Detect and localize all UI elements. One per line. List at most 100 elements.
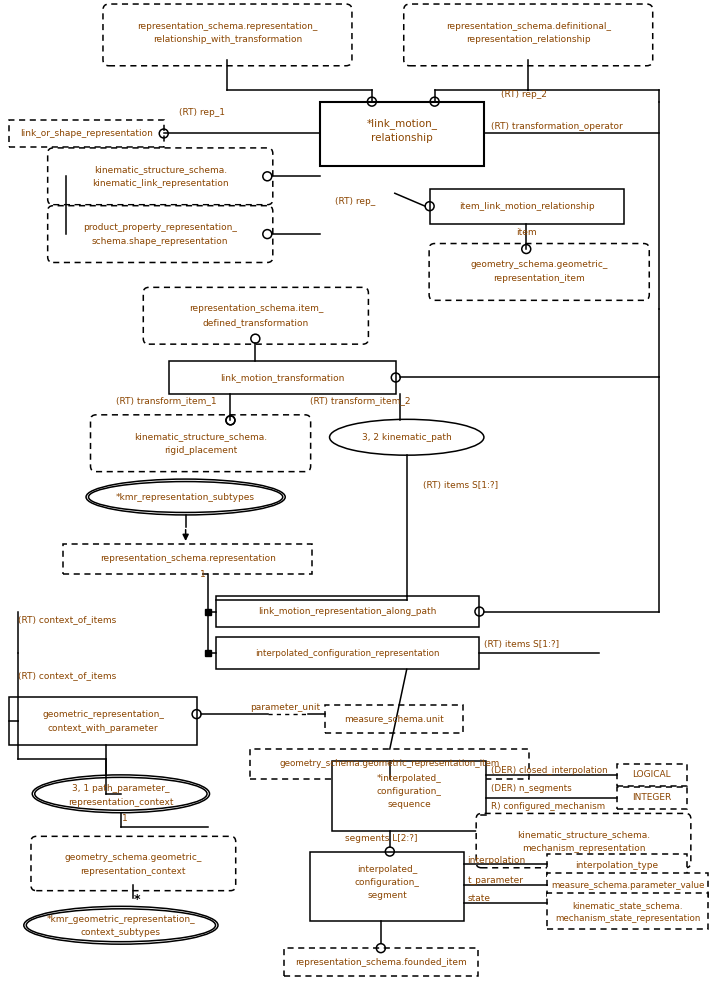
Text: t_parameter: t_parameter — [468, 876, 523, 885]
Bar — [325, 706, 462, 734]
Bar — [168, 360, 396, 394]
Text: R) configured_mechanism: R) configured_mechanism — [492, 802, 605, 811]
Ellipse shape — [35, 777, 207, 810]
Text: 3, 1 path_parameter_: 3, 1 path_parameter_ — [72, 784, 170, 793]
FancyBboxPatch shape — [476, 813, 691, 868]
Bar — [547, 893, 709, 929]
Bar — [430, 190, 624, 225]
Text: segments L[2:?]: segments L[2:?] — [345, 834, 417, 843]
Ellipse shape — [32, 774, 210, 812]
Text: representation_schema.item_: representation_schema.item_ — [189, 304, 323, 313]
Bar — [617, 763, 687, 785]
Text: measure_schema.parameter_value: measure_schema.parameter_value — [551, 881, 704, 890]
Ellipse shape — [26, 909, 216, 942]
Bar — [250, 748, 529, 778]
FancyBboxPatch shape — [429, 244, 649, 300]
Text: geometry_schema.geometric_representation_item: geometry_schema.geometric_representation… — [280, 759, 500, 768]
Text: context_with_parameter: context_with_parameter — [48, 724, 158, 733]
Ellipse shape — [330, 419, 484, 455]
Text: *interpolated_: *interpolated_ — [377, 774, 441, 783]
Text: representation_schema.representation: representation_schema.representation — [99, 554, 276, 563]
Text: (RT) items S[1:?]: (RT) items S[1:?] — [484, 640, 560, 649]
Text: (RT) rep_2: (RT) rep_2 — [502, 90, 547, 99]
Bar — [216, 596, 479, 628]
Text: (DER) n_segments: (DER) n_segments — [492, 784, 572, 793]
Ellipse shape — [89, 482, 282, 512]
Text: geometry_schema.geometric_: geometry_schema.geometric_ — [65, 853, 202, 862]
Text: item_link_motion_relationship: item_link_motion_relationship — [459, 202, 595, 211]
Text: (RT) context_of_items: (RT) context_of_items — [18, 671, 117, 680]
Text: measure_schema.unit: measure_schema.unit — [344, 715, 444, 724]
Text: 1: 1 — [122, 814, 128, 823]
Ellipse shape — [24, 906, 218, 944]
Text: *kmr_geometric_representation_: *kmr_geometric_representation_ — [46, 915, 195, 924]
Text: state: state — [468, 894, 491, 903]
FancyBboxPatch shape — [103, 4, 352, 66]
Text: schema.shape_representation: schema.shape_representation — [92, 237, 229, 246]
Text: geometry_schema.geometric_: geometry_schema.geometric_ — [470, 260, 608, 269]
Text: relationship: relationship — [372, 134, 433, 144]
Text: geometric_representation_: geometric_representation_ — [42, 710, 164, 719]
Text: LOGICAL: LOGICAL — [632, 770, 671, 779]
Bar — [320, 102, 484, 167]
Text: representation_schema.founded_item: representation_schema.founded_item — [295, 958, 468, 967]
FancyBboxPatch shape — [143, 287, 368, 344]
Bar — [332, 760, 486, 830]
Text: link_motion_representation_along_path: link_motion_representation_along_path — [258, 607, 436, 616]
Text: kinematic_structure_schema.: kinematic_structure_schema. — [517, 830, 650, 839]
Text: rigid_placement: rigid_placement — [164, 446, 237, 455]
Bar — [617, 786, 687, 808]
Text: 1: 1 — [200, 570, 205, 579]
Bar — [9, 120, 164, 148]
Text: (RT) context_of_items: (RT) context_of_items — [18, 615, 117, 624]
Text: kinematic_structure_schema.: kinematic_structure_schema. — [94, 165, 227, 174]
Text: product_property_representation_: product_property_representation_ — [83, 223, 237, 232]
Text: representation_context: representation_context — [81, 867, 186, 876]
Bar — [205, 651, 211, 657]
Text: interpolation_type: interpolation_type — [575, 861, 658, 870]
Text: 3, 2 kinematic_path: 3, 2 kinematic_path — [362, 433, 452, 442]
Text: interpolated_: interpolated_ — [357, 865, 417, 874]
Text: *link_motion_: *link_motion_ — [367, 118, 438, 129]
Bar — [285, 948, 478, 976]
Text: item: item — [516, 228, 537, 237]
Text: (RT) transform_item_2: (RT) transform_item_2 — [310, 396, 411, 405]
Text: INTEGER: INTEGER — [632, 793, 672, 802]
Text: *: * — [134, 893, 140, 906]
Bar — [205, 609, 211, 615]
Text: kinematic_structure_schema.: kinematic_structure_schema. — [134, 432, 267, 441]
Text: (RT) rep_: (RT) rep_ — [335, 197, 375, 206]
FancyBboxPatch shape — [48, 206, 273, 262]
FancyBboxPatch shape — [31, 836, 236, 890]
Text: mechanism_state_representation: mechanism_state_representation — [555, 914, 701, 923]
Text: representation_context: representation_context — [68, 798, 174, 807]
Text: kinematic_state_schema.: kinematic_state_schema. — [573, 901, 683, 910]
Text: relationship_with_transformation: relationship_with_transformation — [153, 35, 302, 44]
Bar — [63, 544, 312, 574]
Text: *kmr_representation_subtypes: *kmr_representation_subtypes — [116, 492, 255, 502]
Ellipse shape — [86, 479, 285, 515]
Text: mechanism_representation: mechanism_representation — [522, 844, 645, 853]
Text: parameter_unit: parameter_unit — [250, 703, 320, 712]
Text: configuration_: configuration_ — [355, 878, 420, 887]
Text: kinematic_link_representation: kinematic_link_representation — [92, 179, 229, 188]
FancyBboxPatch shape — [48, 148, 273, 205]
FancyBboxPatch shape — [91, 415, 311, 472]
Bar — [310, 851, 465, 921]
Text: link_motion_transformation: link_motion_transformation — [220, 373, 344, 382]
Text: (DER) closed_interpolation: (DER) closed_interpolation — [492, 766, 608, 775]
Text: link_or_shape_representation: link_or_shape_representation — [20, 129, 153, 138]
Text: defined_transformation: defined_transformation — [203, 318, 309, 327]
Bar — [547, 873, 709, 897]
Bar — [547, 853, 687, 877]
Text: configuration_: configuration_ — [377, 787, 441, 796]
Text: interpolation: interpolation — [468, 856, 526, 865]
Text: interpolated_configuration_representation: interpolated_configuration_representatio… — [256, 649, 440, 658]
Text: sequence: sequence — [388, 800, 431, 809]
Bar — [216, 638, 479, 670]
Text: representation_relationship: representation_relationship — [466, 35, 590, 44]
Text: (RT) transform_item_1: (RT) transform_item_1 — [116, 396, 216, 405]
Text: (RT) rep_1: (RT) rep_1 — [179, 108, 224, 117]
Text: representation_item: representation_item — [493, 274, 585, 283]
Bar — [9, 698, 197, 745]
